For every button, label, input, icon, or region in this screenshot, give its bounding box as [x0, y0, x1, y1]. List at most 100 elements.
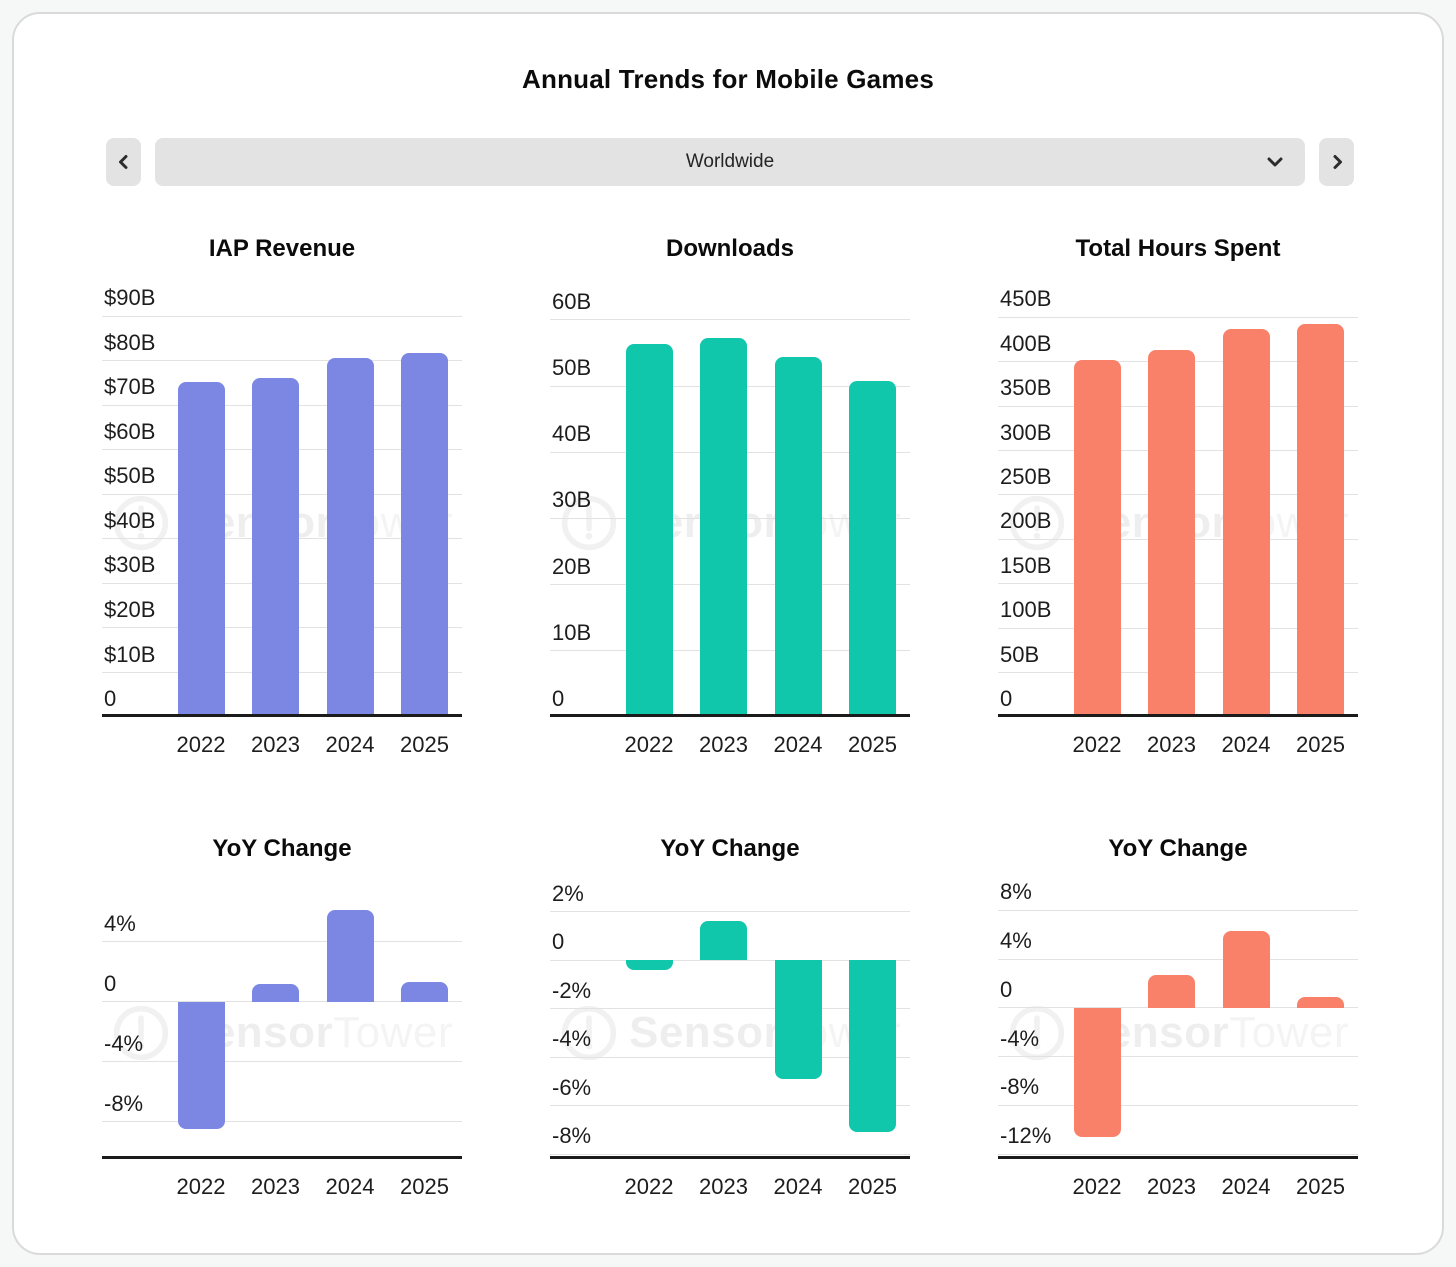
x-tick-label: 2025: [848, 1174, 897, 1199]
x-tick-label: 2025: [400, 732, 449, 757]
gridline: [998, 1056, 1358, 1058]
y-tick-label: -4%: [1000, 1025, 1040, 1051]
gridline: [998, 909, 1358, 911]
x-tick-label: 2022: [624, 732, 674, 757]
y-tick-label: $90B: [104, 285, 156, 311]
y-tick-label: 150B: [1000, 552, 1052, 578]
chart-title: IAP Revenue: [208, 235, 356, 262]
bar-2025: [401, 352, 448, 717]
chart-title: Total Hours Spent: [1075, 235, 1281, 262]
y-tick-label: 450B: [1000, 286, 1052, 312]
y-tick-label: $60B: [104, 418, 156, 444]
region-dropdown[interactable]: Worldwide: [155, 138, 1305, 186]
bar-2024: [326, 357, 374, 717]
x-axis-line: [550, 1156, 910, 1159]
y-tick-label: $40B: [104, 507, 156, 533]
chart-title: Downloads: [665, 235, 794, 262]
bar-2025: [1297, 324, 1344, 717]
bar-2025: [849, 380, 896, 717]
chevron-left-icon: [118, 155, 127, 169]
y-tick-label: 0: [1000, 976, 1013, 1002]
bar-2025: [401, 982, 448, 1002]
bar-2023: [1148, 974, 1195, 1008]
prev-region-button[interactable]: [106, 138, 141, 186]
y-tick-label: $20B: [104, 597, 156, 622]
y-tick-label: $10B: [104, 641, 156, 667]
chart-total-hours-spent-yoy: YoY Change SensorTower 8% 4% 0 -4% -8% -12% 2…: [998, 834, 1358, 1215]
chart-iap-revenue-yoy: YoY Change SensorTower 4%0-4%-8% 2022202…: [102, 834, 462, 1215]
x-axis-labels: 2022 2023 2024 2025: [998, 717, 1358, 773]
gridline: [102, 1061, 462, 1063]
page-title: Annual Trends for Mobile Games: [522, 64, 934, 94]
gridline: [998, 958, 1358, 960]
region-selector-row: Worldwide: [106, 138, 1354, 186]
y-tick-label: 4%: [1000, 928, 1032, 954]
y-tick-label: $50B: [104, 463, 156, 489]
x-tick-label: 2024: [1221, 732, 1271, 757]
bar-2022: [177, 1001, 225, 1130]
y-tick-label: 0: [552, 929, 565, 955]
chart-downloads-yoy: YoY Change SensorTower 2%0-2%-4%-6%-8% 2…: [550, 834, 910, 1215]
gridline: [998, 1104, 1358, 1106]
chart-title: YoY Change: [660, 835, 800, 862]
bar-2025: [849, 960, 896, 1133]
y-tick-label: -8%: [104, 1090, 144, 1116]
chart-iap-revenue: IAP Revenue SensorTower $90B$80B$70B$60B…: [102, 234, 462, 773]
gridline: [550, 1008, 910, 1010]
gridline: [998, 316, 1358, 318]
x-tick-label: 2022: [176, 1174, 226, 1199]
y-tick-label: 60B: [552, 288, 592, 314]
chevron-right-icon: [1333, 155, 1342, 169]
x-tick-label: 2024: [773, 1174, 823, 1199]
x-tick-label: 2023: [699, 1174, 748, 1199]
bar-2023: [252, 377, 299, 717]
x-tick-label: 2025: [400, 1174, 449, 1199]
gridline: [102, 315, 462, 317]
chart-total-hours-spent: Total Hours Spent SensorTower 450B400B35…: [998, 234, 1358, 773]
x-tick-label: 2024: [325, 1174, 375, 1199]
y-tick-label: 50B: [552, 355, 592, 381]
gridline: [102, 1121, 462, 1123]
y-tick-label: 30B: [552, 487, 592, 513]
x-axis-line: [998, 714, 1358, 717]
bar-2022: [625, 343, 673, 717]
region-dropdown-value: Worldwide: [685, 151, 775, 172]
x-tick-label: 2024: [1221, 1174, 1271, 1199]
y-tick-label: 0: [552, 686, 565, 711]
gridline: [550, 1056, 910, 1058]
x-tick-label: 2022: [624, 1174, 674, 1199]
x-axis-line: [102, 1156, 462, 1159]
bar-2023: [700, 337, 747, 717]
y-tick-label: 10B: [552, 619, 592, 645]
y-tick-label: -4%: [104, 1030, 144, 1056]
gridline: [998, 1007, 1358, 1009]
next-region-button[interactable]: [1319, 138, 1354, 186]
bar-2022: [177, 381, 225, 717]
gridline: [550, 1153, 910, 1155]
bar-2024: [326, 910, 374, 1002]
chevron-down-icon: [1267, 157, 1283, 167]
sensor-tower-watermark: SensorTower: [111, 1003, 453, 1063]
x-axis-labels: 2022 2023 2024 2025: [550, 717, 910, 773]
x-tick-label: 2022: [176, 732, 226, 757]
chart-downloads: Downloads SensorTower 60B50B40B30B20B10B…: [550, 234, 910, 773]
bar-2022: [1073, 359, 1121, 717]
y-tick-label: 250B: [1000, 463, 1052, 489]
x-tick-label: 2022: [1072, 732, 1122, 757]
bar-2025: [1297, 996, 1344, 1008]
sensor-tower-watermark: SensorTower: [1007, 1003, 1349, 1063]
y-tick-label: 0: [104, 970, 117, 996]
x-tick-label: 2022: [1072, 1174, 1122, 1199]
x-tick-label: 2023: [1147, 1174, 1196, 1199]
chart-plot-area: SensorTower 8% 4% 0 -4% -8% -12%: [998, 880, 1358, 1159]
x-tick-label: 2023: [251, 1174, 300, 1199]
x-axis-labels: 2022 2023 2024 2025: [998, 1159, 1358, 1215]
y-tick-label: $80B: [104, 329, 156, 355]
y-tick-label: 0: [104, 686, 117, 711]
x-tick-label: 2023: [251, 732, 300, 757]
chart-plot-area: SensorTower 2%0-2%-4%-6%-8%: [550, 881, 910, 1159]
x-tick-label: 2025: [1296, 1174, 1345, 1199]
y-tick-label: 400B: [1000, 330, 1052, 356]
y-tick-label: 0: [1000, 686, 1013, 711]
trends-widget-card: Annual Trends for Mobile Games Worldwide…: [12, 12, 1444, 1255]
